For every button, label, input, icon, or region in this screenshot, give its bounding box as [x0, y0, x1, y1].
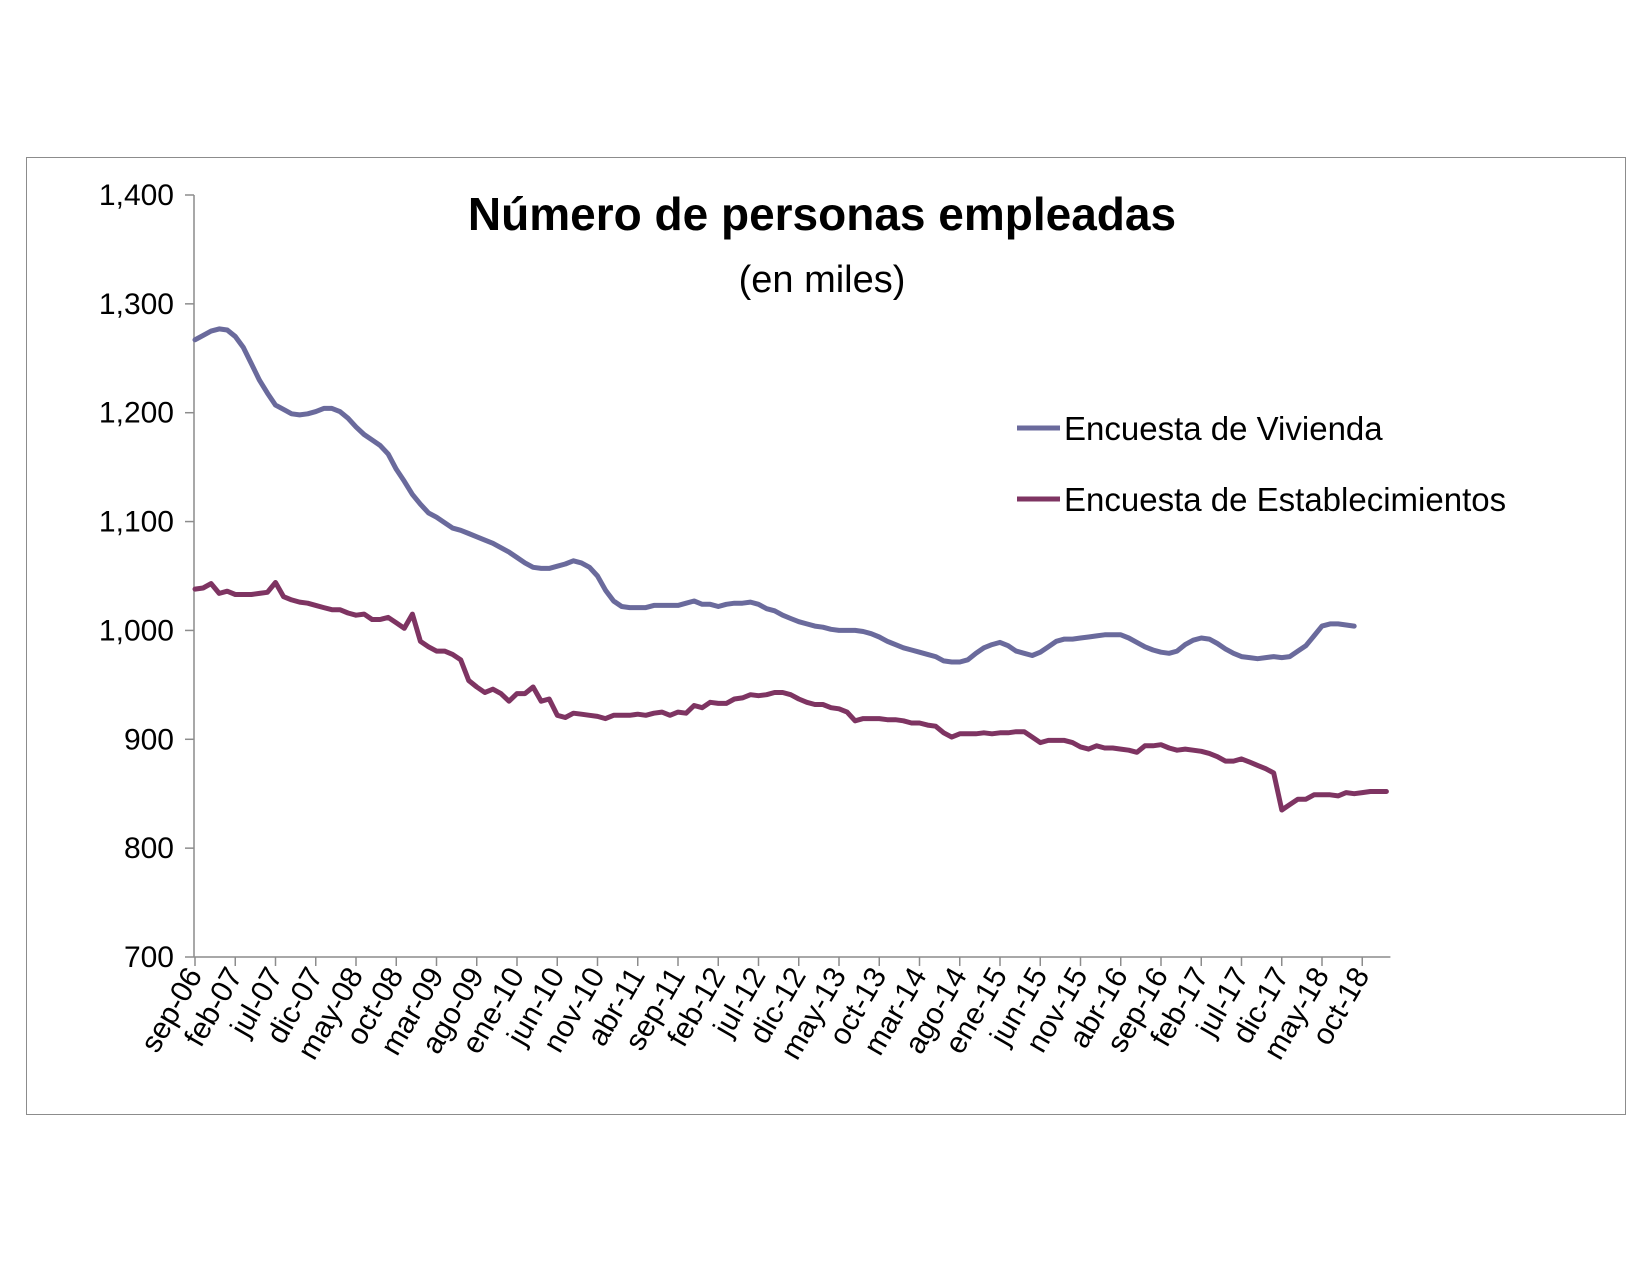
- series-line-vivienda: [192, 326, 1357, 665]
- y-tick-label: 900: [124, 723, 174, 756]
- legend-label-establecimientos: Encuesta de Establecimientos: [1064, 481, 1506, 518]
- series-layer: [192, 326, 1389, 813]
- y-tick-label: 1,400: [99, 179, 174, 212]
- y-tick-label: 700: [124, 941, 174, 974]
- y-tick-label: 1,000: [99, 614, 174, 647]
- y-tick-label: 1,200: [99, 397, 174, 430]
- axes: [193, 195, 1391, 958]
- x-axis-ticks: sep-06feb-07jul-07dic-07may-08oct-08mar-…: [135, 957, 1376, 1065]
- chart-frame: [26, 157, 1626, 1115]
- y-tick-label: 1,100: [99, 506, 174, 539]
- y-tick-label: 800: [124, 832, 174, 865]
- series-line-establecimientos: [192, 580, 1389, 813]
- legend-label-vivienda: Encuesta de Vivienda: [1064, 410, 1383, 447]
- y-tick-label: 1,300: [99, 288, 174, 321]
- chart-title: Número de personas empleadas: [468, 188, 1176, 240]
- legend: Encuesta de Vivienda Encuesta de Estable…: [1017, 410, 1506, 518]
- chart-subtitle: (en miles): [739, 259, 906, 301]
- y-axis-ticks: 700 800 900 1,000 1,100 1,200 1,300 1,400: [99, 179, 194, 974]
